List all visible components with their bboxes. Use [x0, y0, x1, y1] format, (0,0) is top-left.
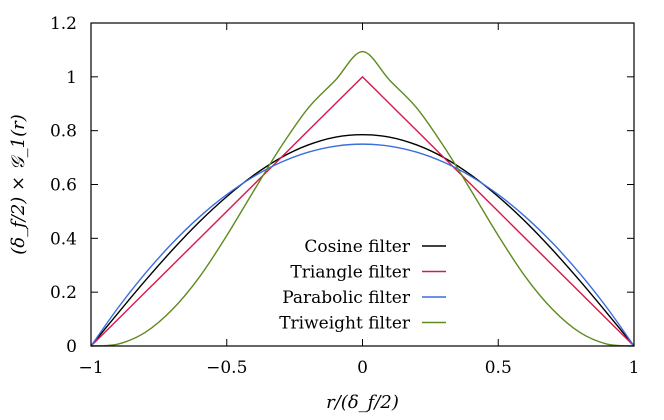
series-line-parabolic-filter: [90, 143, 635, 347]
series-group: [90, 50, 635, 347]
series-line-triweight-filter: [90, 50, 635, 347]
y-tick-label: 0.8: [50, 122, 77, 142]
x-tick-label: −0.5: [206, 358, 247, 378]
y-tick-label: 1.2: [50, 14, 77, 34]
tick-labels: −1 −0.5 0 0.5 1 0 0.2 0.4 0.6 0.8 1 1.2: [50, 14, 639, 378]
x-axis-label: r/(δ_f/2): [326, 392, 399, 413]
series-line-cosine-filter: [90, 133, 635, 347]
y-tick-label: 0.2: [50, 283, 77, 303]
x-tick-label: 0: [357, 358, 368, 378]
x-tick-label: −1: [78, 358, 103, 378]
series-line-triangle-filter: [90, 75, 635, 347]
y-tick-label: 0.4: [50, 229, 77, 249]
legend-label: Cosine filter: [304, 237, 410, 257]
y-tick-label: 0: [66, 337, 77, 357]
legend-label: Parabolic filter: [282, 288, 411, 308]
x-tick-label: 1: [629, 358, 640, 378]
legend-label: Triweight filter: [279, 314, 411, 334]
plot-frame: [90, 22, 635, 347]
y-tick-label: 1: [66, 68, 77, 88]
y-tick-label: 0.6: [50, 176, 77, 196]
legend-label: Triangle filter: [290, 263, 410, 283]
y-axis-label: (δ_f/2) × 𝒢_1(r): [8, 114, 29, 255]
x-tick-label: 0.5: [485, 358, 512, 378]
legend: Cosine filter Triangle filter Parabolic fi…: [279, 237, 446, 334]
